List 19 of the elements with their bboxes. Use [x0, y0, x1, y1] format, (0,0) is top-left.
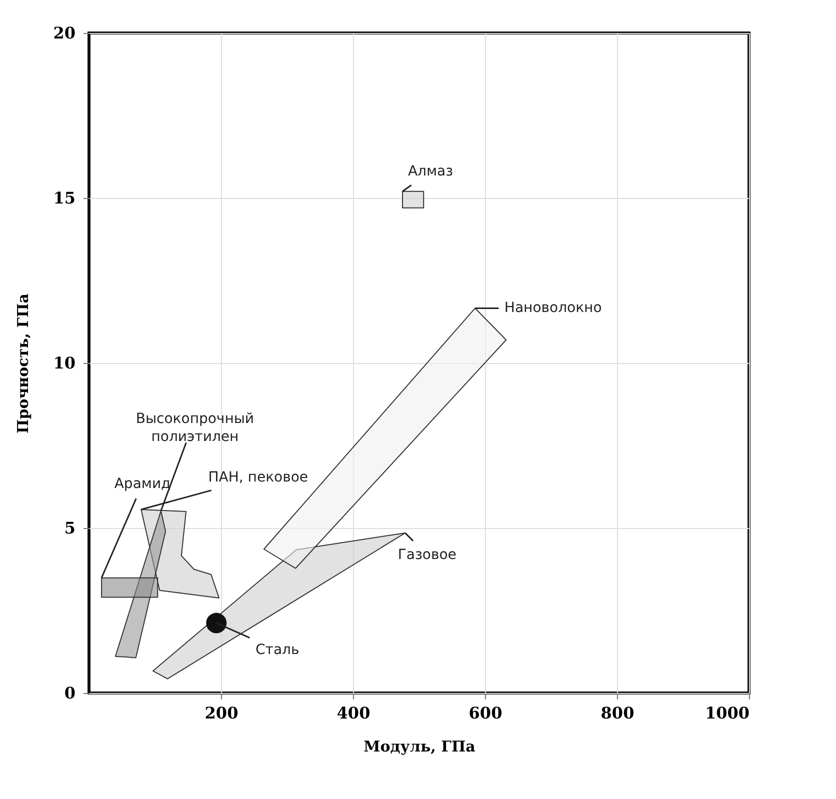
x-tick-label: 600	[468, 704, 502, 722]
x-tick-label: 400	[336, 704, 370, 722]
x-tick-label: 200	[204, 704, 238, 722]
y-tick-label: 10	[53, 354, 76, 372]
x-tick-label: 800	[600, 704, 634, 722]
y-tick-label: 20	[53, 24, 76, 42]
x-tick-label: 1000	[704, 704, 750, 722]
series-label: Газовое	[398, 546, 456, 563]
x-axis-title: Модуль, ГПа	[364, 738, 476, 756]
y-tick-label: 15	[53, 188, 76, 208]
y-tick-label: 0	[64, 684, 76, 702]
y-tick-label: 5	[64, 518, 76, 538]
series-label: Алмаз	[408, 163, 454, 180]
y-axis-title: Прочность, ГПа	[14, 293, 32, 434]
series-label: Нановолокно	[504, 300, 602, 316]
text: Арамид	[114, 476, 171, 492]
text: Высокопрочный полиэтилен	[136, 410, 254, 445]
text: Сталь	[256, 642, 300, 658]
text: ПАН, пековое	[208, 470, 308, 486]
